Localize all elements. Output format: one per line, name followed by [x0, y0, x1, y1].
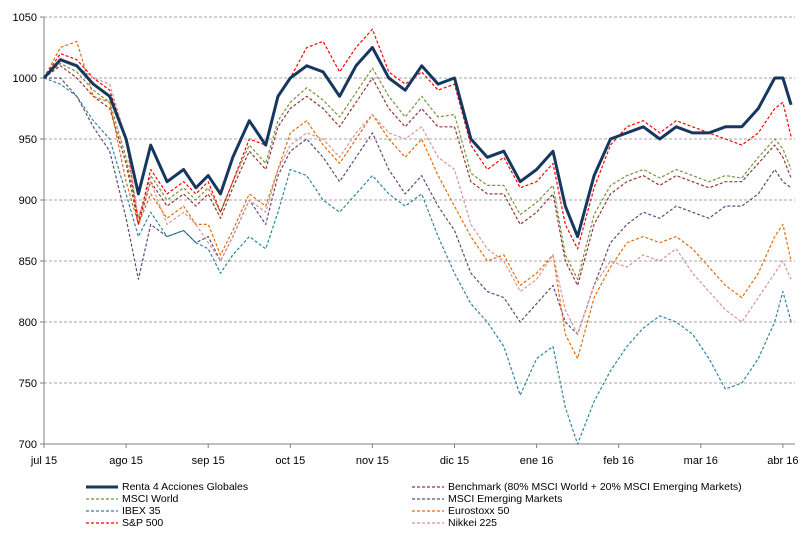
y-axis-ticks: 700 750 800 850 900 950 1000 1050: [13, 12, 44, 451]
legend-label: MSCI Emerging Markets: [448, 493, 562, 505]
y-tick-label: 950: [19, 134, 37, 146]
y-tick-label: 750: [19, 378, 37, 390]
x-tick-label: dic 15: [440, 455, 469, 467]
series-line: [42, 46, 793, 239]
legend-label: Benchmark (80% MSCI World + 20% MSCI Eme…: [448, 481, 742, 493]
y-tick-label: 800: [19, 317, 37, 329]
series-line: [43, 77, 792, 445]
y-tick-label: 850: [19, 256, 37, 268]
x-tick-label: nov 15: [356, 455, 389, 467]
series-line: [44, 77, 792, 335]
legend-label: Eurostoxx 50: [448, 505, 509, 517]
series-line: [43, 62, 792, 280]
x-tick-label: abr 16: [767, 455, 798, 467]
x-tick-label: feb 16: [603, 455, 634, 467]
legend-label: MSCI World: [122, 493, 179, 505]
x-tick-label: sep 15: [192, 455, 225, 467]
x-tick-label: ago 15: [109, 455, 143, 467]
series-line: [43, 65, 792, 286]
series-lines: [42, 28, 793, 445]
x-tick-label: mar 16: [684, 455, 718, 467]
series-line: [43, 40, 792, 360]
y-tick-label: 900: [19, 195, 37, 207]
x-tick-label: oct 15: [275, 455, 305, 467]
legend-label: S&P 500: [122, 517, 163, 529]
y-tick-label: 1000: [13, 73, 37, 85]
legend-label: Renta 4 Acciones Globales: [122, 481, 248, 493]
axes: [43, 17, 795, 445]
x-tick-label: ene 16: [520, 455, 554, 467]
gridlines: [44, 16, 795, 384]
y-tick-label: 700: [19, 439, 37, 451]
x-axis-ticks: jul 15 ago 15 sep 15 oct 15 nov 15 dic 15 ene …: [30, 444, 799, 467]
y-tick-label: 1050: [13, 12, 37, 24]
legend-label: IBEX 35: [122, 505, 161, 517]
legend-label: Nikkei 225: [448, 517, 497, 529]
series-line: [43, 59, 792, 335]
x-tick-label: jul 15: [30, 455, 57, 467]
